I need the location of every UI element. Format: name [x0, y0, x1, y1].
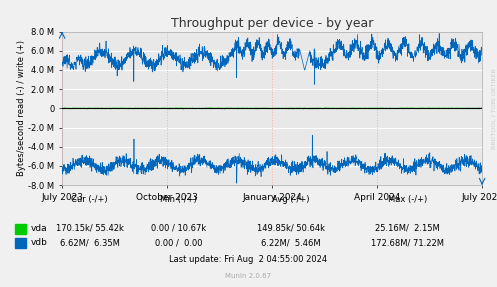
Text: Min (-/+): Min (-/+)	[161, 195, 197, 204]
Text: Last update: Fri Aug  2 04:55:00 2024: Last update: Fri Aug 2 04:55:00 2024	[169, 255, 328, 264]
Text: Munin 2.0.67: Munin 2.0.67	[226, 273, 271, 279]
Text: Max (-/+): Max (-/+)	[388, 195, 427, 204]
Text: 6.62M/  6.35M: 6.62M/ 6.35M	[60, 238, 119, 247]
Text: 149.85k/ 50.64k: 149.85k/ 50.64k	[257, 224, 325, 233]
Text: RRDTOOL / TOBI OETIKER: RRDTOOL / TOBI OETIKER	[491, 69, 496, 150]
Title: Throughput per device - by year: Throughput per device - by year	[171, 18, 373, 30]
Text: vdb: vdb	[31, 238, 48, 247]
Text: 0.00 / 10.67k: 0.00 / 10.67k	[151, 224, 207, 233]
Text: 170.15k/ 55.42k: 170.15k/ 55.42k	[56, 224, 123, 233]
Text: 0.00 /  0.00: 0.00 / 0.00	[155, 238, 203, 247]
Text: 6.22M/  5.46M: 6.22M/ 5.46M	[261, 238, 321, 247]
Y-axis label: Bytes/second read (-) / write (+): Bytes/second read (-) / write (+)	[16, 40, 25, 176]
Text: Cur (-/+): Cur (-/+)	[71, 195, 108, 204]
Text: 25.16M/  2.15M: 25.16M/ 2.15M	[375, 224, 440, 233]
Text: vda: vda	[31, 224, 47, 233]
Text: 172.68M/ 71.22M: 172.68M/ 71.22M	[371, 238, 444, 247]
Text: Avg (-/+): Avg (-/+)	[272, 195, 310, 204]
